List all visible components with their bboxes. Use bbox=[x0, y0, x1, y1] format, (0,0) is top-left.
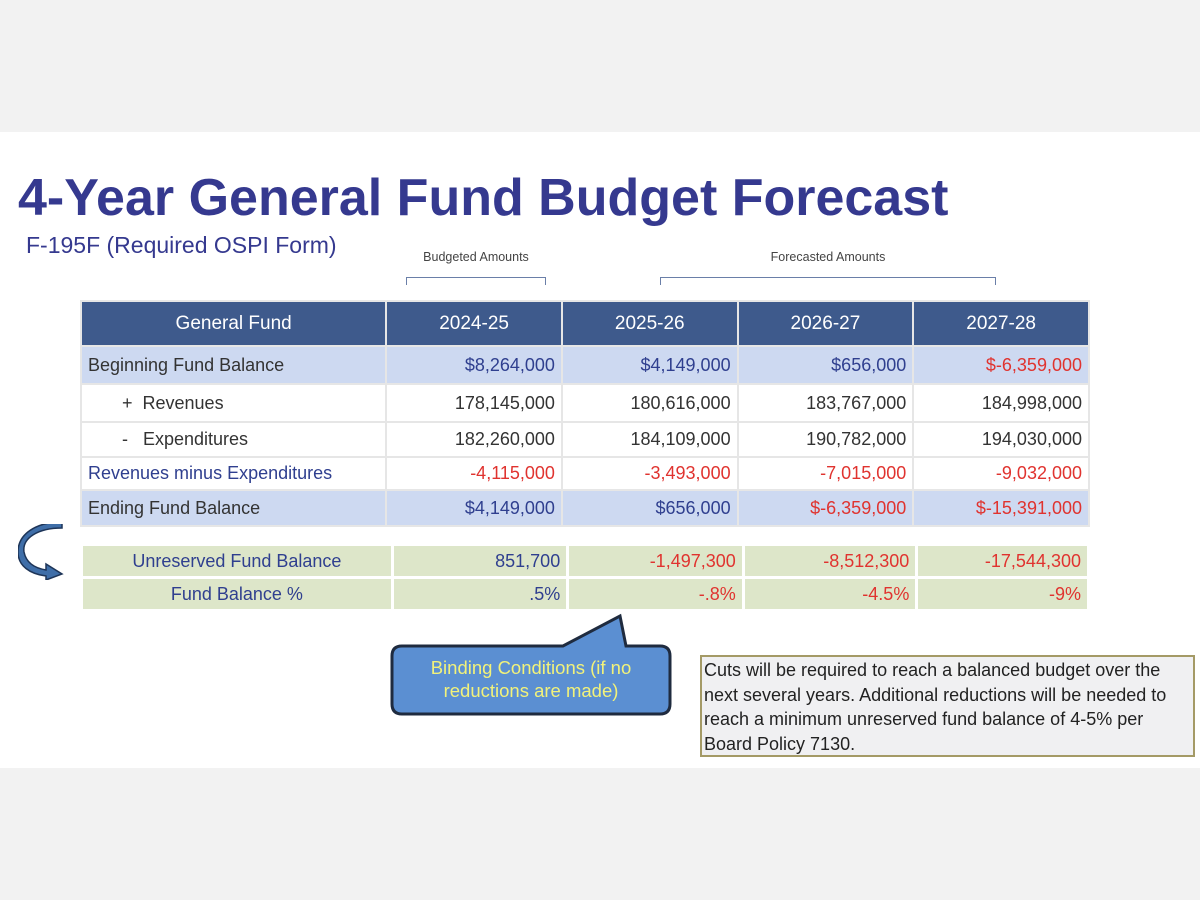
forecasted-label: Forecasted Amounts bbox=[770, 250, 886, 264]
note-box: Cuts will be required to reach a balance… bbox=[700, 655, 1195, 757]
row-label: Unreserved Fund Balance bbox=[80, 543, 394, 579]
cell: $-6,359,000 bbox=[736, 489, 915, 527]
table-row: Ending Fund Balance $4,149,000 $656,000 … bbox=[79, 489, 1090, 527]
table-row: Beginning Fund Balance $8,264,000 $4,149… bbox=[79, 345, 1090, 385]
reserve-table: Unreserved Fund Balance 851,700 -1,497,3… bbox=[80, 543, 1090, 612]
col-header: 2027-28 bbox=[912, 300, 1090, 347]
row-label: Fund Balance % bbox=[80, 576, 394, 612]
row-label: - Expenditures bbox=[79, 421, 388, 458]
callout-shape bbox=[390, 613, 672, 716]
cell: 194,030,000 bbox=[912, 421, 1090, 458]
table-row: - Expenditures 182,260,000 184,109,000 1… bbox=[79, 421, 1090, 458]
fund-table: General Fund 2024-25 2025-26 2026-27 202… bbox=[79, 300, 1090, 527]
header-row: General Fund 2024-25 2025-26 2026-27 202… bbox=[79, 300, 1090, 347]
slide-subtitle: F-195F (Required OSPI Form) bbox=[26, 232, 337, 258]
cell: 182,260,000 bbox=[385, 421, 563, 458]
cell: 183,767,000 bbox=[736, 383, 915, 423]
cell: -4.5% bbox=[741, 576, 919, 612]
row-label: Beginning Fund Balance bbox=[79, 345, 388, 385]
callout-text: Binding Conditions (if no reductions are… bbox=[430, 657, 632, 701]
table-row: Fund Balance % .5% -.8% -4.5% -9% bbox=[80, 576, 1090, 612]
cell: -17,544,300 bbox=[915, 543, 1090, 579]
cell: $4,149,000 bbox=[385, 489, 563, 527]
col-header: 2025-26 bbox=[560, 300, 739, 347]
cell: -9% bbox=[915, 576, 1090, 612]
cell: -8,512,300 bbox=[741, 543, 919, 579]
cell: .5% bbox=[390, 576, 570, 612]
cell: $-6,359,000 bbox=[912, 345, 1090, 385]
cell: -9,032,000 bbox=[912, 456, 1090, 491]
col-header: General Fund bbox=[79, 300, 388, 347]
slide: 4-Year General Fund Budget Forecast F-19… bbox=[0, 132, 1200, 768]
table-row: Unreserved Fund Balance 851,700 -1,497,3… bbox=[80, 543, 1090, 579]
row-label: Revenues minus Expenditures bbox=[79, 456, 388, 491]
col-header: 2024-25 bbox=[385, 300, 563, 347]
forecasted-bracket bbox=[660, 277, 996, 285]
cell: 180,616,000 bbox=[560, 383, 739, 423]
cell: $656,000 bbox=[736, 345, 915, 385]
cell: -1,497,300 bbox=[566, 543, 745, 579]
cell: -7,015,000 bbox=[736, 456, 915, 491]
cell: $4,149,000 bbox=[560, 345, 739, 385]
row-label: Ending Fund Balance bbox=[79, 489, 388, 527]
cell: 184,998,000 bbox=[912, 383, 1090, 423]
cell: $8,264,000 bbox=[385, 345, 563, 385]
cell: $-15,391,000 bbox=[912, 489, 1090, 527]
slide-title: 4-Year General Fund Budget Forecast bbox=[18, 169, 949, 227]
cell: 178,145,000 bbox=[385, 383, 563, 423]
row-label: + Revenues bbox=[79, 383, 388, 423]
cell: -.8% bbox=[566, 576, 745, 612]
cell: 851,700 bbox=[390, 543, 570, 579]
cell: 184,109,000 bbox=[560, 421, 739, 458]
curved-arrow-icon bbox=[18, 524, 64, 580]
budgeted-label: Budgeted Amounts bbox=[423, 250, 529, 264]
cell: 190,782,000 bbox=[736, 421, 915, 458]
budgeted-bracket bbox=[406, 277, 546, 285]
cell: -4,115,000 bbox=[385, 456, 563, 491]
table-row: Revenues minus Expenditures -4,115,000 -… bbox=[79, 456, 1090, 491]
cell: -3,493,000 bbox=[560, 456, 739, 491]
table-row: + Revenues 178,145,000 180,616,000 183,7… bbox=[79, 383, 1090, 423]
col-header: 2026-27 bbox=[736, 300, 915, 347]
cell: $656,000 bbox=[560, 489, 739, 527]
